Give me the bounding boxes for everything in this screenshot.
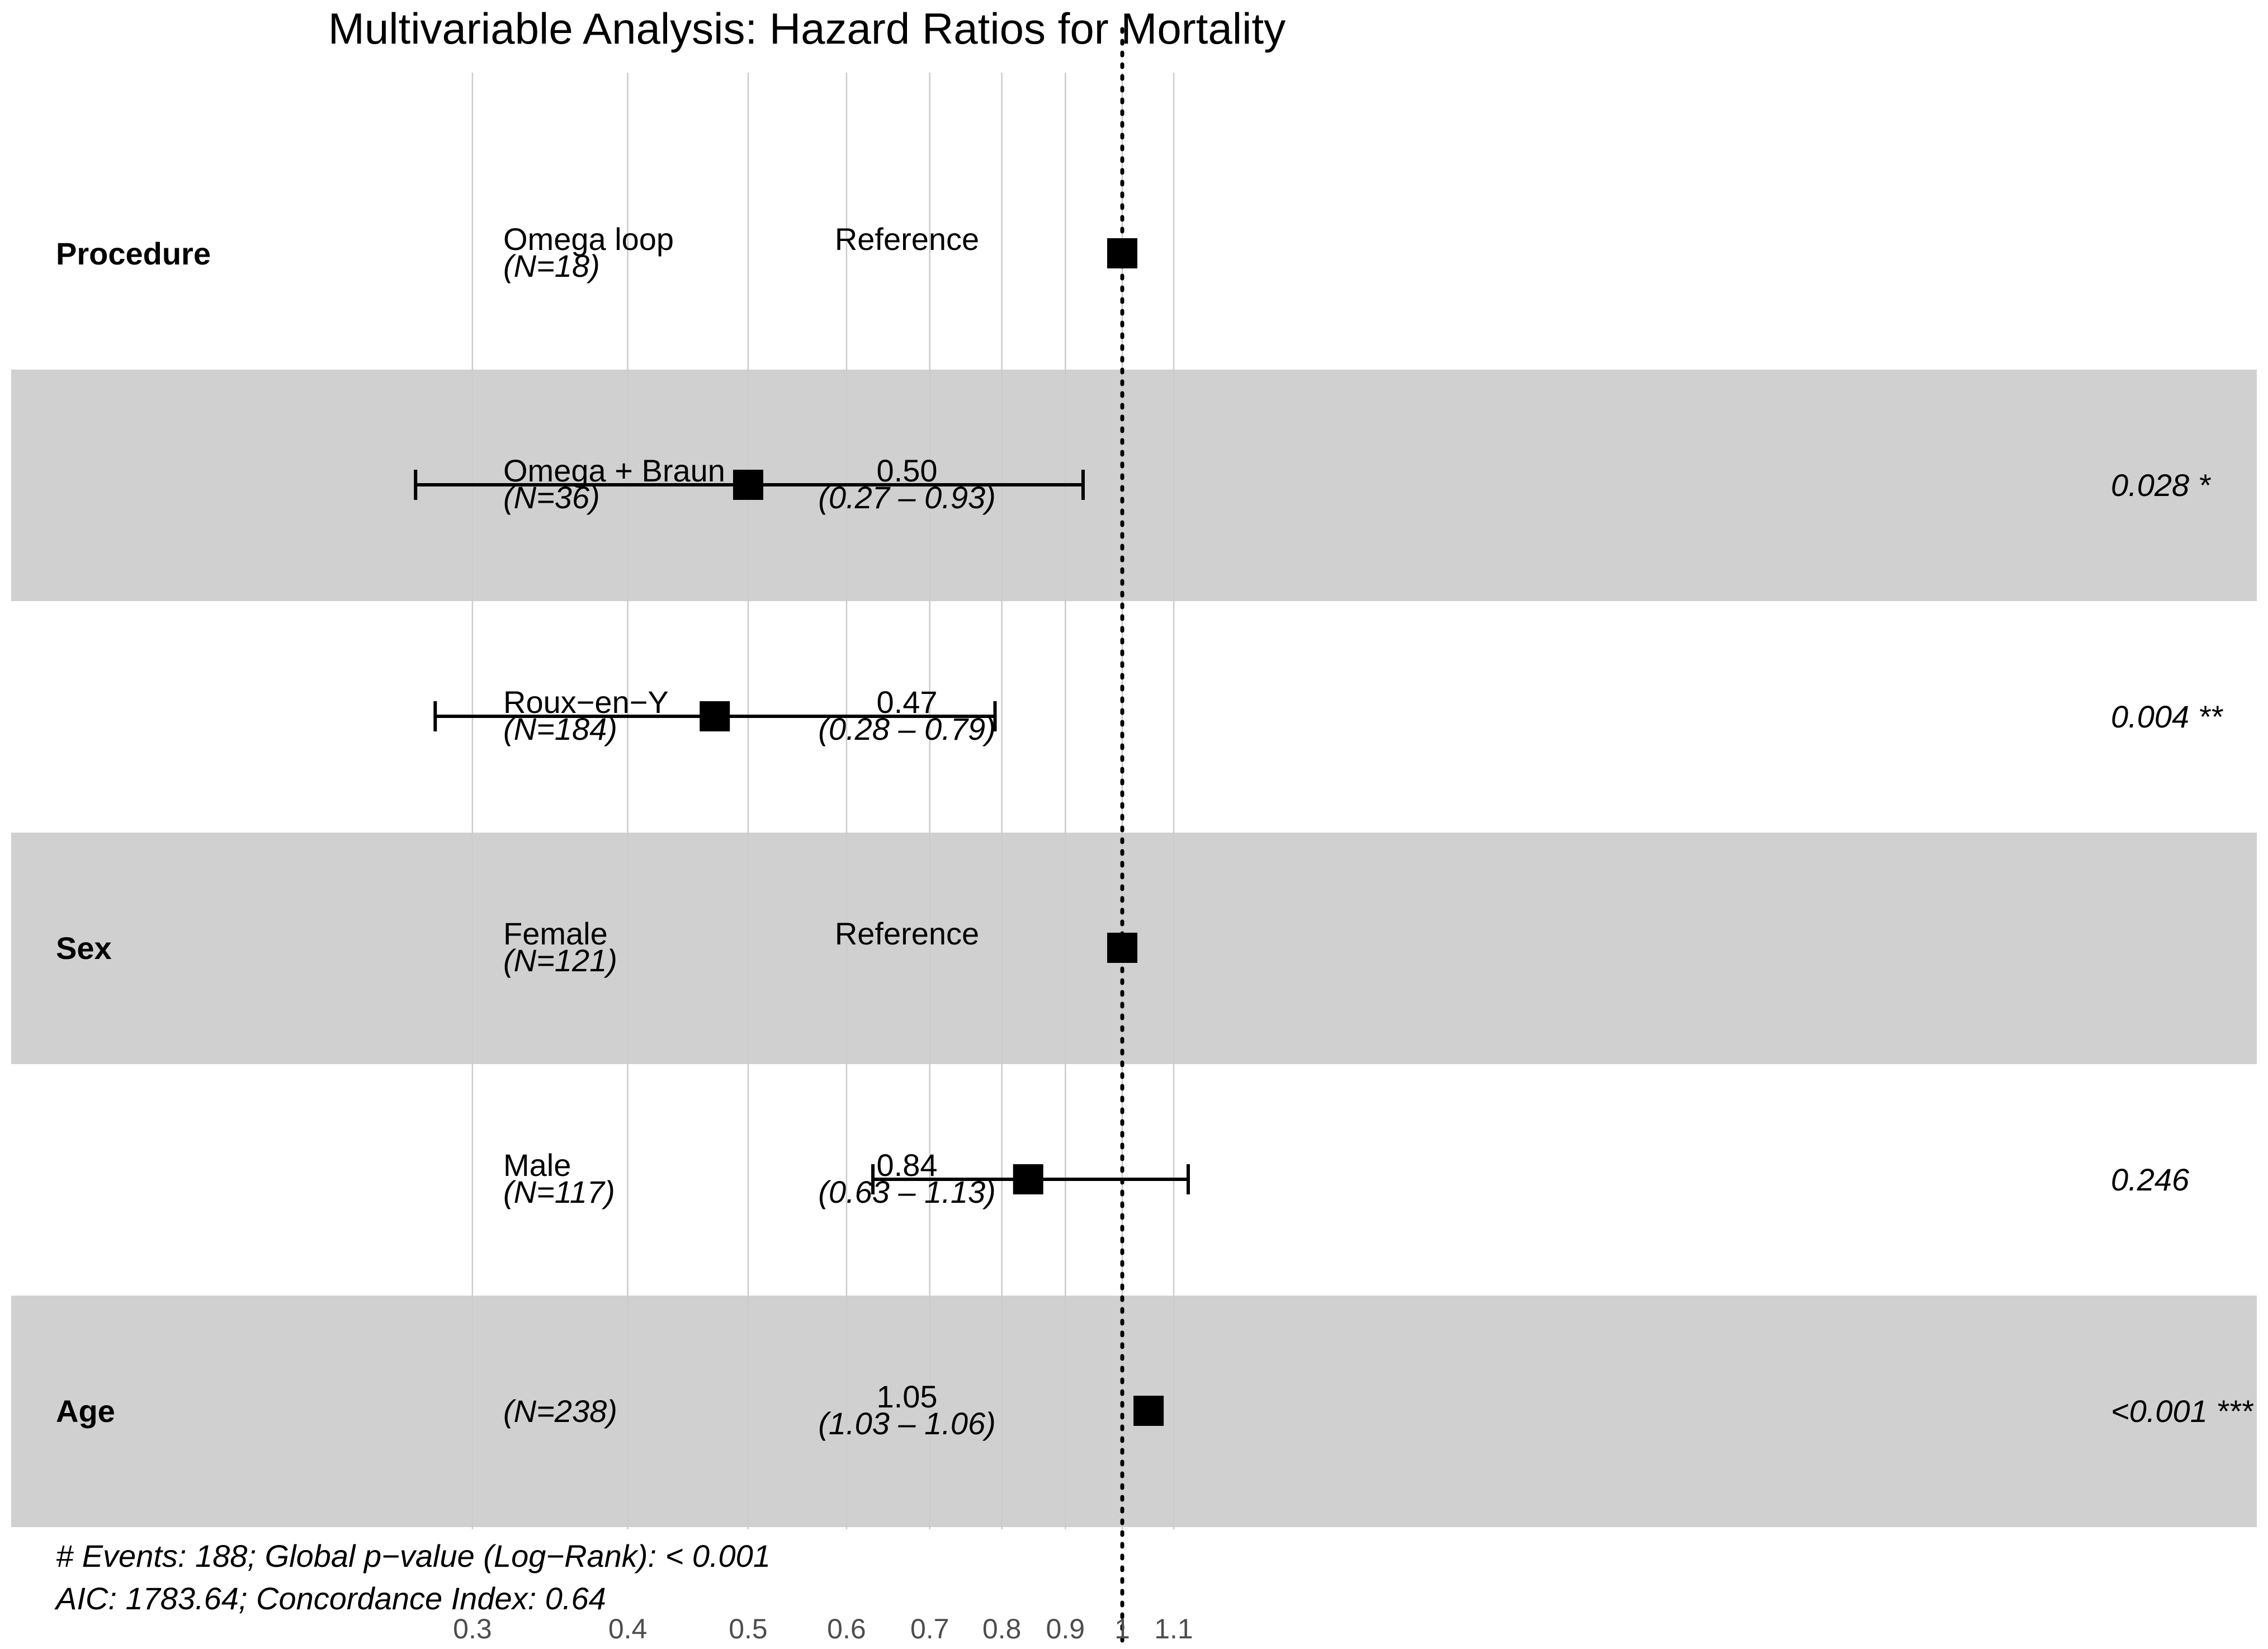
x-tick-label: 1.1 <box>1154 1613 1193 1645</box>
level-label: Male <box>503 1147 571 1183</box>
p-value: <0.001 *** <box>2111 1393 2254 1429</box>
hr-value: Reference <box>835 916 979 951</box>
hr-value: 0.47 <box>877 684 938 720</box>
row-labels: Procedure Omega loop(N=18) Reference Omega … <box>56 221 2254 1441</box>
p-value: 0.028 * <box>2111 467 2212 503</box>
n-label: (N=18) <box>503 248 600 284</box>
level-label: Omega loop <box>503 221 674 257</box>
estimate-marks <box>414 238 1190 1426</box>
row-bands <box>11 370 2257 1527</box>
level-label: Roux−en−Y <box>503 684 669 720</box>
n-label: (N=117) <box>503 1174 615 1209</box>
hr-value: 1.05 <box>877 1379 938 1414</box>
n-label: (N=238) <box>503 1393 617 1429</box>
x-tick-label: 0.3 <box>453 1613 492 1645</box>
estimate-point <box>1133 1396 1164 1426</box>
x-tick-label: 0.9 <box>1046 1613 1085 1645</box>
footnote-events: # Events: 188; Global p−value (Log−Rank)… <box>56 1538 771 1574</box>
n-label: (N=121) <box>503 943 617 978</box>
gridlines <box>471 73 1175 1529</box>
row-band <box>11 370 2257 601</box>
estimate-point <box>733 470 763 500</box>
hr-value: Reference <box>835 221 979 257</box>
ci-value: (0.63 – 1.13) <box>818 1174 996 1209</box>
estimate-point <box>700 701 730 731</box>
x-tick-label: 0.8 <box>982 1613 1022 1645</box>
n-label: (N=184) <box>503 711 617 746</box>
estimate-point <box>1107 238 1137 268</box>
x-tick-label: 1 <box>1114 1613 1130 1645</box>
ci-value: (0.27 – 0.93) <box>818 480 996 515</box>
p-value: 0.246 <box>2111 1162 2190 1197</box>
x-axis-ticks: 0.3 0.4 0.5 0.6 0.7 0.8 0.9 1 1.1 <box>453 1613 1193 1645</box>
x-tick-label: 0.6 <box>827 1613 866 1645</box>
variable-label: Procedure <box>56 236 211 271</box>
variable-label: Sex <box>56 930 112 966</box>
variable-label: Age <box>56 1393 115 1429</box>
hr-value: 0.84 <box>877 1147 938 1183</box>
x-tick-label: 0.5 <box>729 1613 768 1645</box>
n-label: (N=36) <box>503 480 600 515</box>
level-label: Omega + Braun <box>503 453 725 488</box>
chart-title: Multivariable Analysis: Hazard Ratios fo… <box>328 4 1286 53</box>
x-tick-label: 0.4 <box>608 1613 648 1645</box>
x-tick-label: 0.7 <box>910 1613 949 1645</box>
ci-value: (0.28 – 0.79) <box>818 711 996 746</box>
footnote-aic: AIC: 1783.64; Concordance Index: 0.64 <box>54 1581 606 1616</box>
p-value: 0.004 ** <box>2111 699 2223 734</box>
estimate-point <box>1013 1164 1043 1194</box>
level-label: Female <box>503 916 608 951</box>
hr-value: 0.50 <box>877 453 938 488</box>
estimate-point <box>1107 933 1137 963</box>
ci-value: (1.03 – 1.06) <box>818 1406 996 1441</box>
